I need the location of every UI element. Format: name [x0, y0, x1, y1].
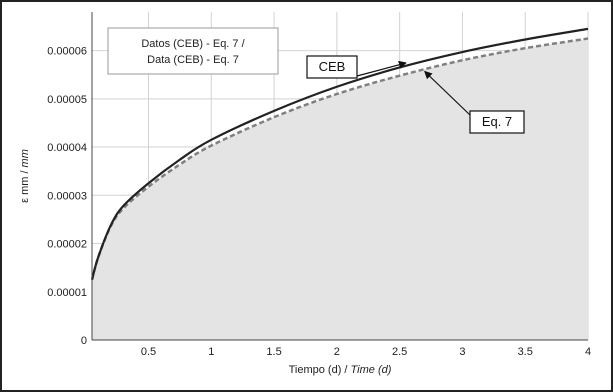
x-tick-label: 1.5: [266, 346, 281, 358]
x-axis-label-italic: Time (d): [351, 364, 392, 376]
annotation-box: [469, 110, 525, 134]
annotation-box: [306, 55, 358, 79]
y-axis-label: ε mm / mm: [19, 149, 31, 203]
annotation-label: Eq. 7: [482, 114, 512, 129]
y-tick-label: 0.00003: [47, 190, 87, 202]
x-tick-label: 2.5: [392, 346, 407, 358]
annotations: CEB Eq. 7: [306, 55, 525, 134]
y-tick-labels: 0 0.00001 0.00002 0.00003 0.00004 0.00005 0.00…: [47, 46, 87, 347]
x-axis-label: Tiempo (d) / Time (d): [289, 364, 392, 376]
legend-line-0: Datos (CEB) - Eq. 7 /: [141, 38, 245, 50]
annotation-arrow: [356, 60, 407, 77]
y-axis-label-italic: mm: [19, 149, 31, 167]
series-group: [90, 27, 589, 281]
axes: [91, 12, 588, 341]
y-tick-label: 0: [81, 335, 87, 347]
y-tick-label: 0.00002: [47, 239, 87, 251]
y-tick-label: 0.00001: [47, 287, 87, 299]
annotation-arrow: [424, 70, 471, 116]
x-tick-labels: 0.5 1 1.5 2 2.5 3 3.5 4: [141, 346, 591, 358]
legend: Datos (CEB) - Eq. 7 / Data (CEB) - Eq. 7: [107, 27, 279, 75]
y-tick-label: 0.00005: [47, 94, 87, 106]
y-tick-label: 0.00004: [47, 142, 87, 154]
series-line-0: [90, 27, 589, 280]
x-tick-label: 0.5: [141, 346, 156, 358]
x-tick-label: 3: [459, 346, 465, 358]
x-axis-label-main: Tiempo (d) /: [289, 364, 351, 376]
legend-box: [107, 27, 279, 75]
x-tick-label: 2: [334, 346, 340, 358]
annotation-label: CEB: [319, 59, 346, 74]
y-axis-label-main: ε mm /: [19, 167, 31, 202]
legend-line-1: Data (CEB) - Eq. 7: [147, 54, 239, 66]
area-fill: [92, 38, 588, 340]
y-tick-label: 0.00006: [47, 46, 87, 58]
x-tick-label: 4: [585, 346, 591, 358]
x-tick-label: 3.5: [518, 346, 533, 358]
x-tick-label: 1: [208, 346, 214, 358]
